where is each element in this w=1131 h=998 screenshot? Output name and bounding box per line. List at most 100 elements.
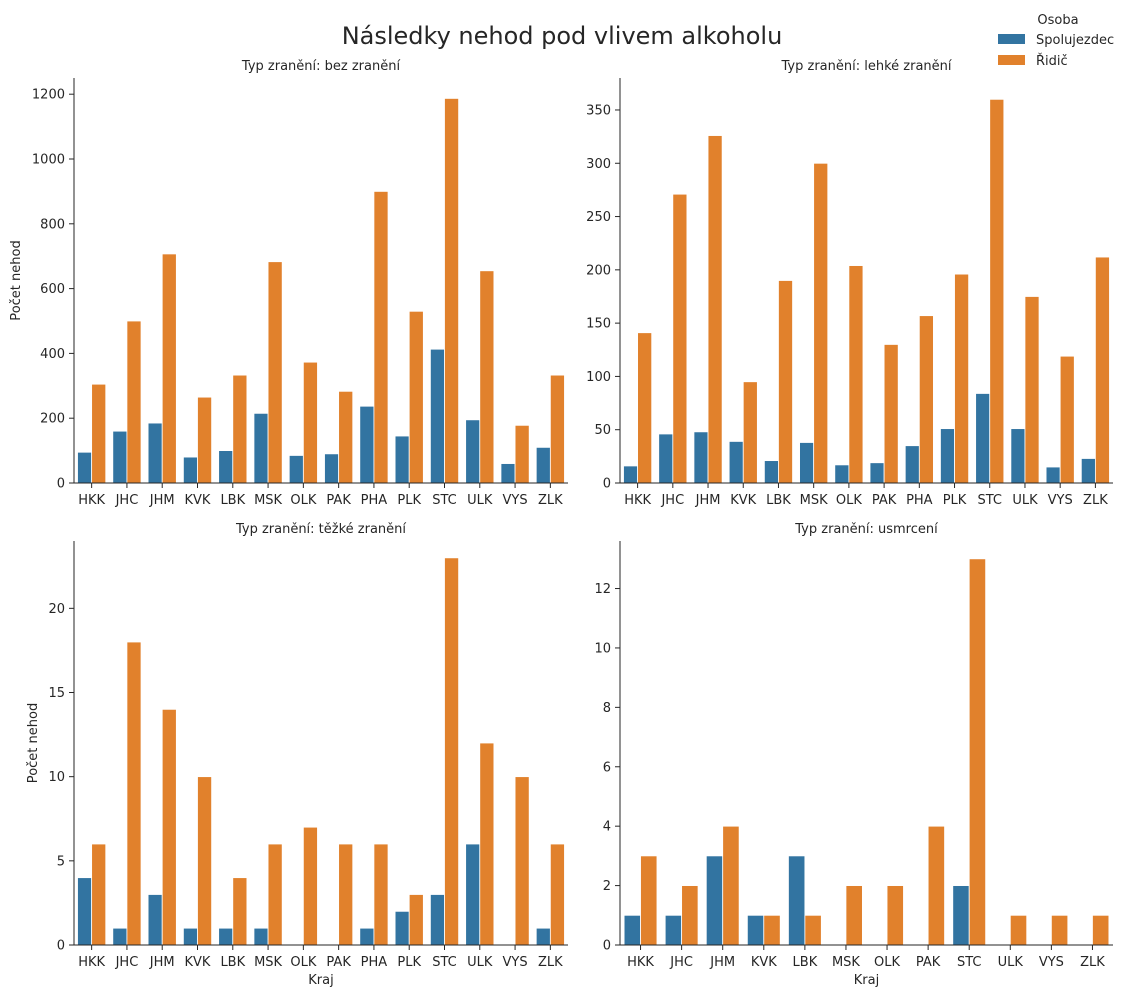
bar-spolujezdec-olk xyxy=(834,464,850,484)
y-tick-label: 300 xyxy=(586,157,611,172)
bar-spolujezdec-pha xyxy=(904,445,920,484)
y-tick-label: 800 xyxy=(40,217,65,232)
x-tick-label-ulk: ULK xyxy=(467,955,493,970)
x-tick-label-kvk: KVK xyxy=(751,955,777,970)
bar-idi-lbk xyxy=(232,374,248,484)
bar-spolujezdec-jhm xyxy=(693,431,709,484)
x-tick-label-plk: PLK xyxy=(397,955,421,970)
bar-idi-lbk xyxy=(804,914,822,946)
y-tick-label: 5 xyxy=(57,854,65,869)
x-tick-label-pak: PAK xyxy=(872,493,897,508)
x-tick-label-jhc: JHC xyxy=(115,493,139,508)
bar-idi-zlk xyxy=(549,374,565,484)
bar-idi-jhm xyxy=(707,135,723,484)
bar-idi-pha xyxy=(918,315,934,484)
bar-idi-hkk xyxy=(640,855,658,946)
x-tick-label-vys: VYS xyxy=(503,493,528,508)
bar-idi-jhc xyxy=(126,320,142,484)
bar-idi-pak xyxy=(338,390,354,484)
bar-idi-zlk xyxy=(549,843,565,946)
bar-idi-stc xyxy=(444,98,460,484)
bar-idi-pak xyxy=(883,344,899,484)
y-tick-label: 8 xyxy=(603,701,611,716)
x-tick-label-plk: PLK xyxy=(943,493,967,508)
legend-swatch-ridic xyxy=(998,55,1025,65)
y-tick-label: 0 xyxy=(57,477,65,492)
x-tick-label-ulk: ULK xyxy=(467,493,493,508)
y-axis-label: Počet nehod xyxy=(26,703,41,783)
x-tick-label-stc: STC xyxy=(432,493,457,508)
bar-spolujezdec-msk xyxy=(799,442,815,484)
x-tick-label-stc: STC xyxy=(977,493,1002,508)
bar-idi-msk xyxy=(845,885,863,946)
bar-idi-plk xyxy=(954,273,970,484)
bar-idi-stc xyxy=(968,558,987,946)
subplot-title: Typ zranění: bez zranění xyxy=(241,59,401,74)
x-tick-label-pak: PAK xyxy=(326,493,351,508)
bar-idi-msk xyxy=(813,162,829,484)
bar-spolujezdec-kvk xyxy=(182,927,198,946)
bar-idi-vys xyxy=(1059,355,1075,484)
bar-spolujezdec-pha xyxy=(359,927,375,946)
bar-spolujezdec-lbk xyxy=(788,855,806,946)
y-tick-label: 200 xyxy=(40,412,65,427)
bar-idi-ulk xyxy=(1024,296,1040,484)
x-tick-label-jhm: JHM xyxy=(709,955,735,970)
x-tick-label-pha: PHA xyxy=(361,955,388,970)
x-tick-label-vys: VYS xyxy=(1039,955,1064,970)
bar-idi-pha xyxy=(373,843,389,946)
y-tick-label: 10 xyxy=(594,641,611,656)
bar-spolujezdec-jhm xyxy=(147,422,163,484)
bar-spolujezdec-kvk xyxy=(728,441,744,484)
x-tick-label-olk: OLK xyxy=(836,493,862,508)
bar-spolujezdec-stc xyxy=(429,894,445,946)
x-tick-label-olk: OLK xyxy=(290,493,316,508)
x-tick-label-jhc: JHC xyxy=(660,493,684,508)
bar-spolujezdec-vys xyxy=(1045,466,1061,484)
bar-spolujezdec-stc xyxy=(429,348,445,484)
bar-idi-jhm xyxy=(161,253,177,484)
bar-idi-hkk xyxy=(91,383,107,484)
bar-idi-stc xyxy=(989,98,1005,484)
bar-spolujezdec-lbk xyxy=(218,927,234,946)
bar-spolujezdec-olk xyxy=(288,455,304,484)
x-tick-label-jhm: JHM xyxy=(695,493,721,508)
bar-idi-lbk xyxy=(232,877,248,946)
bar-spolujezdec-kvk xyxy=(182,456,198,484)
bar-idi-zlk xyxy=(1094,256,1110,484)
x-tick-label-zlk: ZLK xyxy=(1083,493,1108,508)
bar-idi-jhm xyxy=(161,708,177,946)
x-tick-label-kvk: KVK xyxy=(730,493,756,508)
bar-idi-msk xyxy=(267,261,283,484)
x-tick-label-lbk: LBK xyxy=(793,955,818,970)
x-tick-label-ulk: ULK xyxy=(998,955,1024,970)
y-tick-label: 250 xyxy=(586,210,611,225)
y-tick-label: 12 xyxy=(594,582,611,597)
y-tick-label: 350 xyxy=(586,103,611,118)
y-tick-label: 50 xyxy=(594,423,611,438)
x-tick-label-msk: MSK xyxy=(832,955,860,970)
bar-idi-vys xyxy=(514,424,530,484)
bar-idi-pak xyxy=(927,825,945,946)
bar-idi-olk xyxy=(848,265,864,484)
bar-idi-hkk xyxy=(637,332,653,484)
x-tick-label-vys: VYS xyxy=(1048,493,1073,508)
x-tick-label-jhc: JHC xyxy=(115,955,139,970)
y-tick-label: 400 xyxy=(40,347,65,362)
y-tick-label: 200 xyxy=(586,263,611,278)
x-tick-label-olk: OLK xyxy=(290,955,316,970)
bar-idi-zlk xyxy=(1092,914,1110,946)
bar-idi-kvk xyxy=(197,396,213,484)
y-tick-label: 0 xyxy=(603,477,611,492)
y-tick-label: 0 xyxy=(603,939,611,954)
bar-spolujezdec-plk xyxy=(394,910,410,946)
y-tick-label: 15 xyxy=(48,686,65,701)
bar-idi-kvk xyxy=(742,381,758,484)
bar-spolujezdec-ulk xyxy=(1010,428,1026,484)
x-tick-label-kvk: KVK xyxy=(185,493,211,508)
y-tick-label: 20 xyxy=(48,602,65,617)
bar-spolujezdec-jhc xyxy=(112,430,128,484)
bar-idi-jhm xyxy=(722,825,740,946)
x-tick-label-zlk: ZLK xyxy=(538,493,563,508)
legend-label-spolujezdec: Spolujezdec xyxy=(1036,33,1114,48)
